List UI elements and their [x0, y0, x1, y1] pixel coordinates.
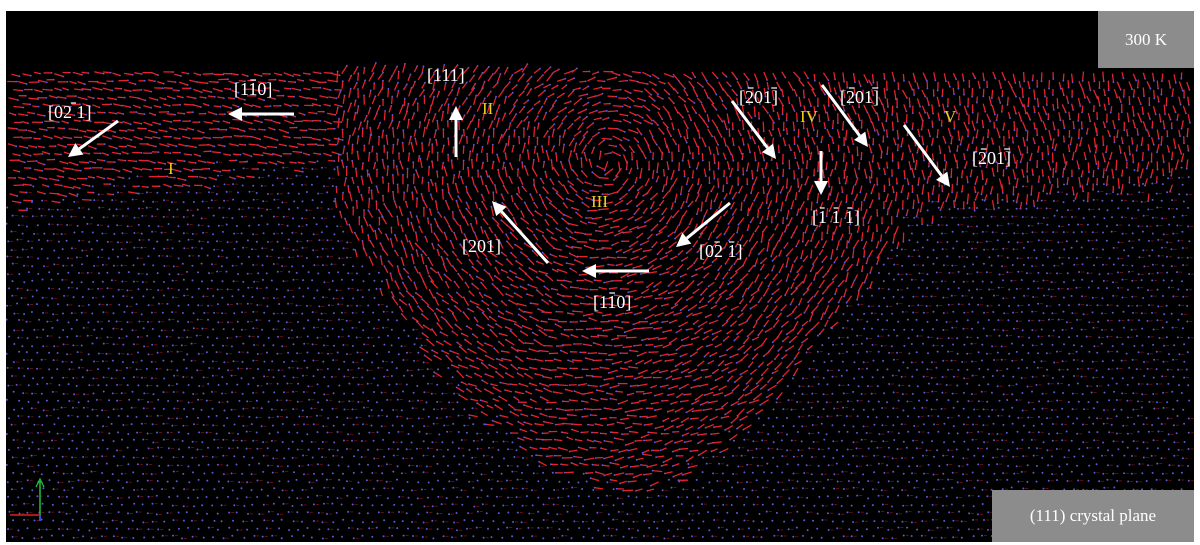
direction-label-d5: [201] [840, 87, 879, 107]
region-label-II: II [482, 99, 494, 118]
simulation-view: [02 1] [110] [111] [201] [201] [201] [1 1 1] [2… [6, 11, 1194, 542]
direction-labels: [02 1] [110] [111] [201] [201] [201] [1 1 1] [2… [48, 65, 1011, 312]
direction-arrows [68, 84, 950, 278]
direction-label-d4: [201] [739, 87, 778, 107]
atom-field: [02 1] [110] [111] [201] [201] [201] [1 1 1] [2… [6, 62, 1194, 540]
arrow-d8 [492, 201, 550, 265]
direction-label-d9: [02 1] [699, 241, 743, 261]
direction-label-d1: [02 1] [48, 102, 92, 122]
region-label-V: V [944, 107, 957, 126]
arrow-d9 [676, 201, 731, 247]
arrow-d3 [449, 106, 463, 157]
direction-label-d10: [110] [593, 292, 631, 312]
direction-label-d8: [201] [462, 236, 501, 256]
atom-layer [6, 62, 1194, 540]
arrow-d10 [582, 264, 649, 278]
arrow-d7 [814, 151, 828, 195]
region-label-III: III [591, 192, 608, 211]
arrow-d1 [68, 119, 119, 157]
arrow-d5 [820, 84, 868, 147]
region-label-I: I [168, 159, 174, 178]
arrow-d2 [228, 107, 294, 121]
arrow-d4 [730, 100, 776, 159]
temperature-label: 300 K [1098, 11, 1194, 68]
region-label-IV: IV [800, 107, 819, 126]
direction-label-d3: [111] [427, 65, 465, 85]
arrow-d6 [902, 124, 950, 187]
crystal-plane-label: (111) crystal plane [992, 490, 1194, 542]
y-axis-head [35, 477, 45, 488]
axes-triad [10, 477, 45, 521]
direction-label-d6: [201] [972, 148, 1011, 168]
direction-label-d7: [1 1 1] [812, 207, 860, 227]
direction-label-d2: [110] [234, 79, 272, 99]
